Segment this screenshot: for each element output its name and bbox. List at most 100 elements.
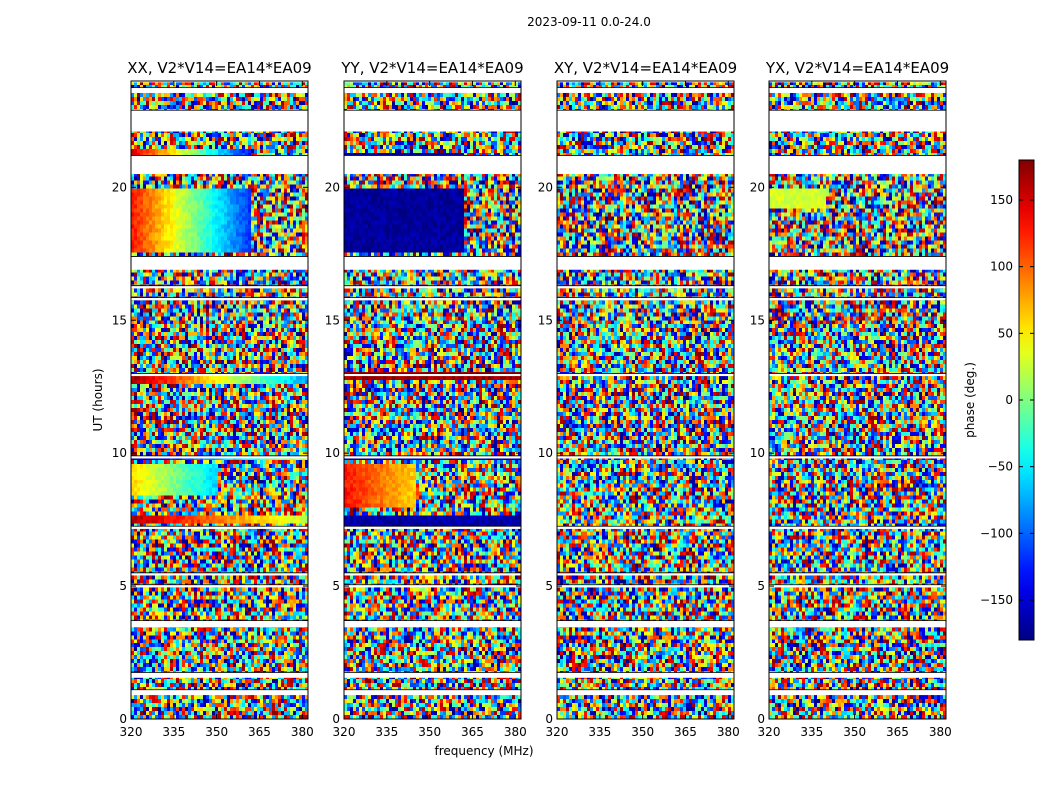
panel-2-x-tick-label: 335	[375, 725, 398, 739]
panel-1-x-tick-label: 380	[291, 725, 314, 739]
panel-4-flagged-band	[769, 285, 946, 289]
panel-2-y-tick-label: 15	[325, 313, 340, 327]
panel-2-flagged-band	[344, 620, 521, 628]
panel-4-flagged-band	[769, 256, 946, 270]
panel-3-y-tick-label: 10	[538, 446, 553, 460]
panel-2-y-tick-label: 10	[325, 446, 340, 460]
panel-3-y-tick-label: 0	[545, 712, 553, 726]
panel-1-phase-image	[131, 81, 308, 719]
panel-2-flagged-band	[344, 373, 521, 377]
panel-2-flagged-band	[344, 297, 521, 301]
colorbar-tick-label: 0	[1005, 393, 1013, 407]
panel-3-phase-image	[557, 81, 734, 719]
panel-4-flagged-band	[769, 87, 946, 93]
colorbar-tick-label: −100	[980, 526, 1013, 540]
panel-1-flagged-band	[131, 584, 308, 588]
panel-1-y-tick-label: 5	[119, 579, 127, 593]
panel-4-y-tick-label: 0	[757, 712, 765, 726]
panel-1-y-tick-label: 0	[119, 712, 127, 726]
panel-2-flagged-band	[344, 256, 521, 270]
colorbar-tick-label: −150	[980, 593, 1013, 607]
panel-4-flagged-band	[769, 81, 946, 83]
panel-4-x-tick-label: 335	[800, 725, 823, 739]
panel-3-flagged-band	[557, 87, 734, 93]
panel-4-x-tick-label: 365	[886, 725, 909, 739]
panel-3-x-tick-label: 350	[631, 725, 654, 739]
panel-4-flagged-band	[769, 584, 946, 588]
panel-2-flagged-band	[344, 87, 521, 93]
panel-2-flagged-band	[344, 572, 521, 576]
panel-1-flagged-band	[131, 256, 308, 270]
panel-3-y-tick-label: 20	[538, 180, 553, 194]
panel-1-flagged-band	[131, 620, 308, 628]
panel-4-y-tick-label: 15	[750, 313, 765, 327]
panel-4-x-tick-label: 380	[929, 725, 952, 739]
panel-2-flagged-band	[344, 81, 521, 83]
panel-2-x-tick-label: 365	[461, 725, 484, 739]
panel-1-x-tick-label: 320	[120, 725, 143, 739]
panel-3-x-tick-label: 380	[717, 725, 740, 739]
panel-3-flagged-band	[557, 373, 734, 377]
panel-2-y-tick-label: 5	[332, 579, 340, 593]
panel-4-flagged-band	[769, 110, 946, 132]
panel-3-y-tick-label: 5	[545, 579, 553, 593]
panel-4-title: YX, V2*V14=EA14*EA09	[765, 59, 949, 77]
colorbar-label: phase (deg.)	[963, 362, 977, 438]
panel-1-title: XX, V2*V14=EA14*EA09	[127, 59, 311, 77]
panel-4-y-tick-label: 5	[757, 579, 765, 593]
panel-3-flagged-band	[557, 297, 734, 301]
panel-4-phase-image	[769, 81, 946, 719]
panel-1-frame	[130, 80, 309, 720]
colorbar-tick-label: 150	[990, 193, 1013, 207]
panel-3-flagged-band	[557, 81, 734, 83]
panel-3-frame	[556, 80, 735, 720]
panel-4-flagged-band	[769, 672, 946, 678]
panel-2-y-tick-label: 20	[325, 180, 340, 194]
panel-4-y-tick-label: 20	[750, 180, 765, 194]
panel-3-flagged-band	[557, 689, 734, 696]
panel-1-flagged-band	[131, 110, 308, 132]
panel-3-x-tick-label: 320	[546, 725, 569, 739]
panel-2-x-tick-label: 320	[333, 725, 356, 739]
panel-3-flagged-band	[557, 155, 734, 175]
panel-4-flagged-band	[769, 373, 946, 377]
panel-1-flagged-band	[131, 81, 308, 83]
panel-4-flagged-band	[769, 526, 946, 529]
panel-2-flagged-band	[344, 110, 521, 132]
panel-2-x-tick-label: 380	[504, 725, 527, 739]
colorbar-tick-label: 100	[990, 260, 1013, 274]
panel-1-flagged-band	[131, 297, 308, 301]
panel-1-flagged-band	[131, 373, 308, 377]
panel-3-flagged-band	[557, 672, 734, 678]
panel-2-flagged-band	[344, 155, 521, 175]
panel-2-flagged-band	[344, 672, 521, 678]
colorbar-tick-label: 50	[998, 326, 1013, 340]
suptitle: 2023-09-11 0.0-24.0	[527, 15, 651, 29]
panel-2-title: YY, V2*V14=EA14*EA09	[340, 59, 523, 77]
panel-1-flagged-band	[131, 87, 308, 93]
panel-1-x-tick-label: 335	[162, 725, 185, 739]
panel-2-phase-image	[344, 81, 521, 719]
panel-3-flagged-band	[557, 572, 734, 576]
panel-3-flagged-band	[557, 584, 734, 588]
panel-1-flagged-band	[131, 572, 308, 576]
panel-1-y-tick-label: 20	[112, 180, 127, 194]
panel-3-title: XY, V2*V14=EA14*EA09	[554, 59, 737, 77]
panel-4-x-tick-label: 350	[843, 725, 866, 739]
panel-4-flagged-band	[769, 689, 946, 696]
y-axis-label: UT (hours)	[91, 368, 105, 431]
panel-1-x-tick-label: 350	[205, 725, 228, 739]
panel-3-flagged-band	[557, 110, 734, 132]
panel-4-flagged-band	[769, 297, 946, 301]
panel-3-x-tick-label: 365	[674, 725, 697, 739]
panel-2-flagged-band	[344, 455, 521, 459]
panel-1-flagged-band	[131, 689, 308, 696]
panel-4-frame	[768, 80, 947, 720]
panel-2-flagged-band	[344, 526, 521, 529]
panel-3-flagged-band	[557, 285, 734, 289]
panel-3-flagged-band	[557, 620, 734, 628]
panel-2-flagged-band	[344, 285, 521, 289]
panel-1-flagged-band	[131, 672, 308, 678]
panel-2-flagged-band	[344, 584, 521, 588]
